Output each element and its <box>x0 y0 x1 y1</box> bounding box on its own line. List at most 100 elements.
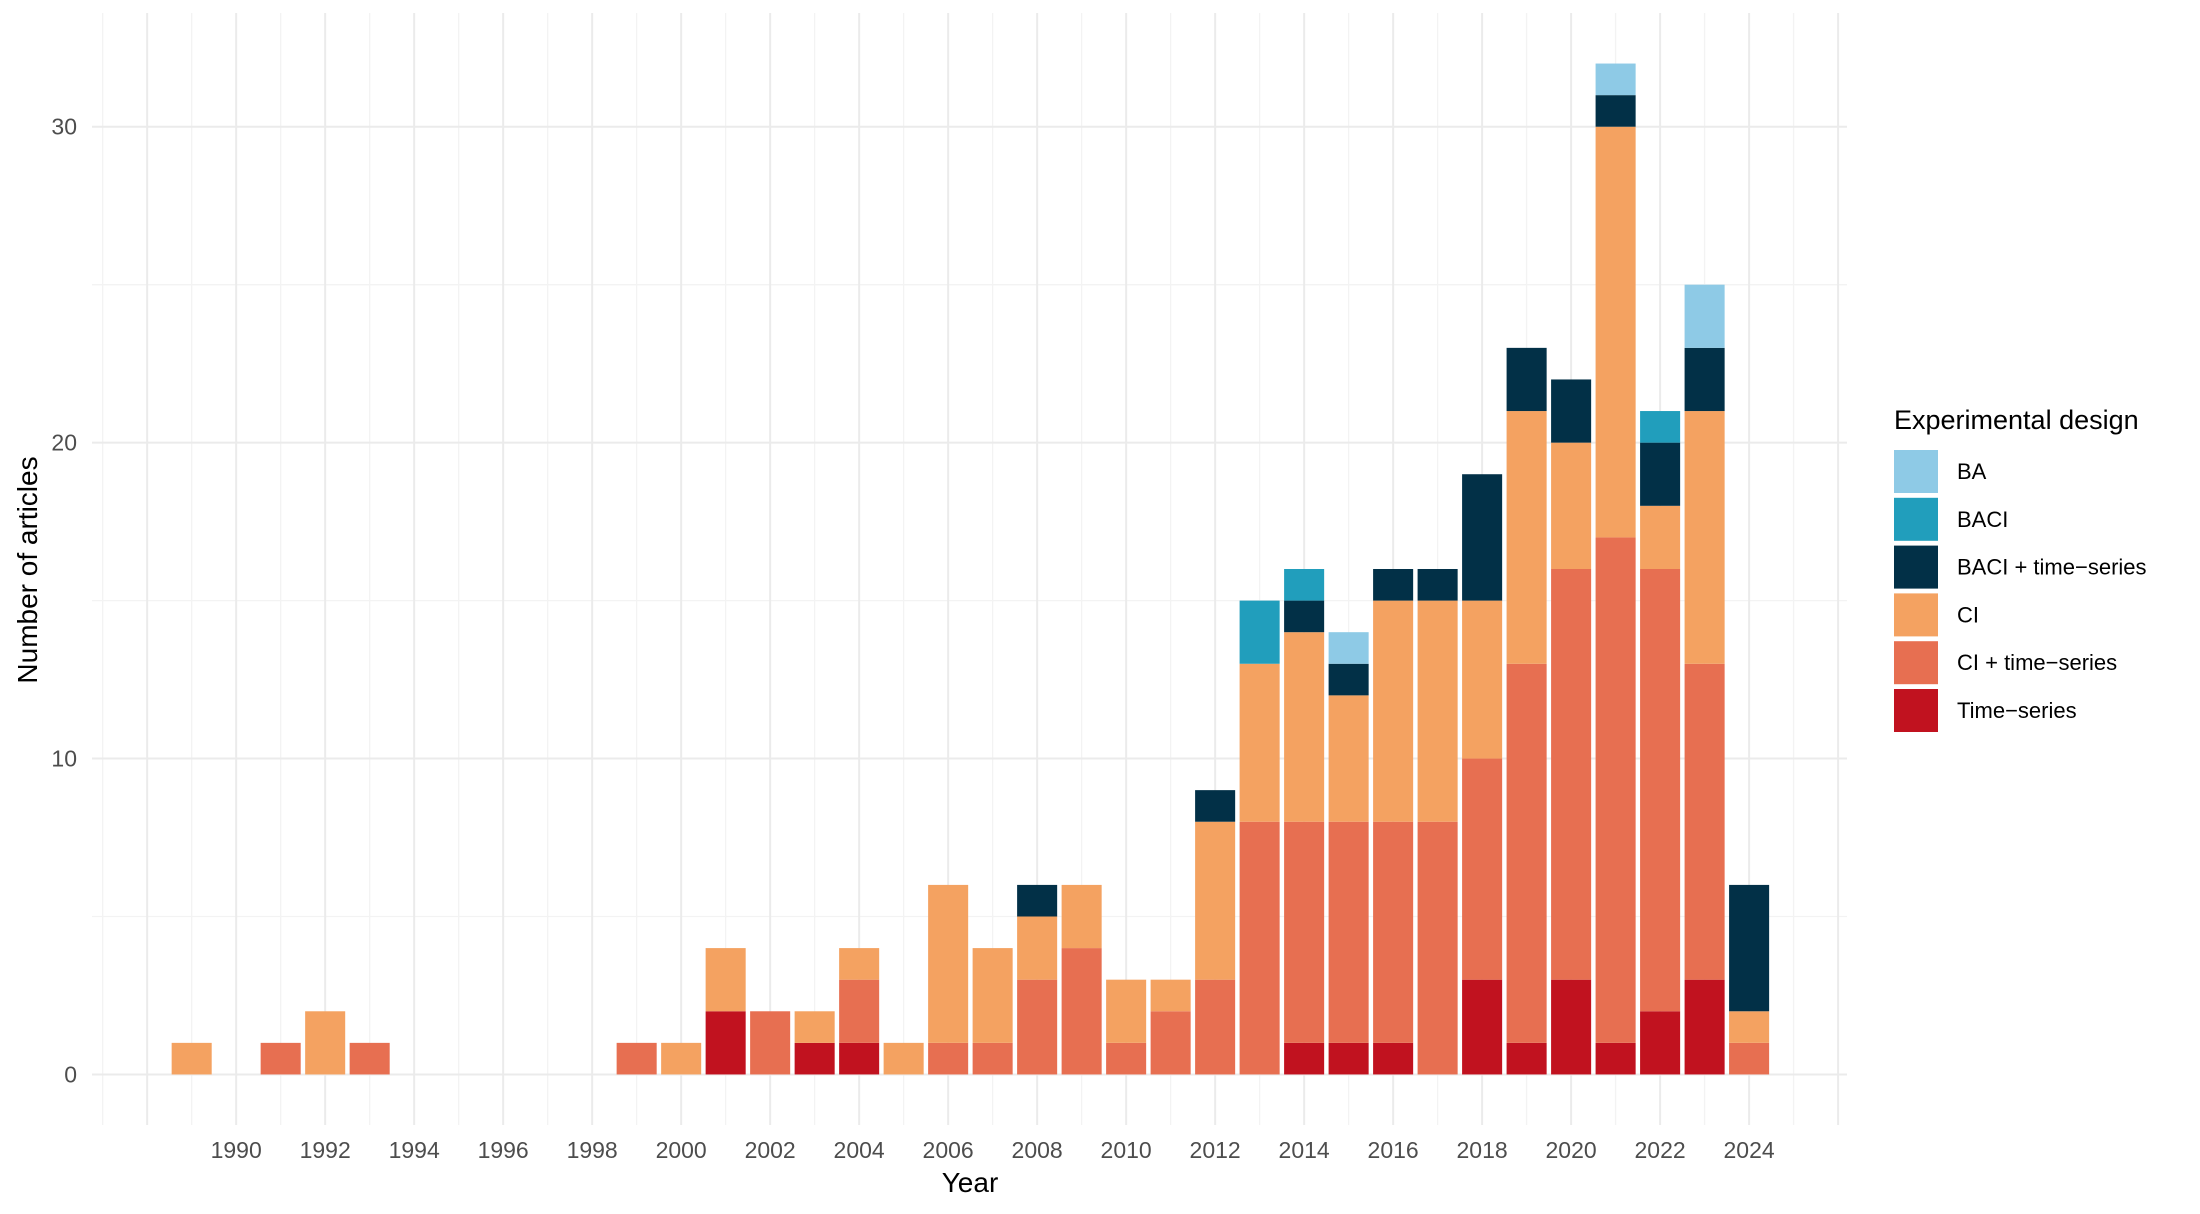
bar-segment-2001-time-series <box>705 1011 746 1075</box>
bar-segment-2019-ci <box>1506 411 1547 664</box>
bar-segment-2017-ci <box>1417 600 1458 822</box>
bar-segment-2015-ba <box>1328 632 1369 664</box>
legend-label: BACI <box>1957 507 2008 532</box>
bar-segment-2015-ci <box>1328 695 1369 822</box>
bar-segment-2022-time-series <box>1640 1011 1681 1075</box>
bar-segment-1991-ci-time-series <box>260 1042 301 1075</box>
bar-segment-2019-baci-time-series <box>1506 347 1547 412</box>
x-tick-label: 2002 <box>745 1137 796 1163</box>
bar-segment-2014-time-series <box>1284 1042 1325 1075</box>
bar-segment-2009-ci <box>1061 884 1102 949</box>
x-axis-tick-labels: 1990 1992 1994 1996 1998 2000 2002 2004 2006 2008… <box>211 1137 1775 1163</box>
bar-segment-2003-ci <box>794 1011 835 1043</box>
bar-segment-2020-ci-time-series <box>1551 569 1592 980</box>
bar-segment-2011-ci <box>1150 979 1191 1012</box>
bar-segment-2020-baci-time-series <box>1551 379 1592 443</box>
x-tick-label: 2010 <box>1101 1137 1152 1163</box>
legend-item: BACI <box>1894 497 2008 541</box>
bar-segment-2003-time-series <box>794 1042 835 1075</box>
bar-segment-2018-baci-time-series <box>1462 474 1503 601</box>
x-tick-label: 2006 <box>923 1137 974 1163</box>
x-tick-label: 2008 <box>1012 1137 1063 1163</box>
bars <box>171 63 1770 1075</box>
bar-segment-2021-ci-time-series <box>1595 537 1636 1043</box>
bar-segment-2015-baci-time-series <box>1328 663 1369 696</box>
legend-items: BA BACI BACI + time−series CI CI + time−seri… <box>1894 450 2147 732</box>
bar-segment-2021-ba <box>1595 63 1636 96</box>
y-tick-label: 20 <box>51 430 77 456</box>
bar-segment-2004-ci-time-series <box>839 979 880 1043</box>
bar-segment-2007-ci-time-series <box>972 1042 1013 1075</box>
bar-segment-1999-ci-time-series <box>616 1042 657 1075</box>
x-tick-label: 2004 <box>834 1137 885 1163</box>
x-tick-label: 2016 <box>1368 1137 1419 1163</box>
legend-title: Experimental design <box>1894 405 2139 435</box>
x-tick-label: 2000 <box>656 1137 707 1163</box>
bar-segment-2013-ci-time-series <box>1239 821 1280 1075</box>
bar-segment-2010-ci-time-series <box>1106 1042 1147 1075</box>
x-tick-label: 1998 <box>567 1137 618 1163</box>
bar-segment-2011-ci-time-series <box>1150 1011 1191 1075</box>
x-tick-label: 1996 <box>478 1137 529 1163</box>
bar-segment-2008-ci <box>1017 916 1058 980</box>
bar-segment-2006-ci-time-series <box>928 1042 969 1075</box>
bar-segment-2015-time-series <box>1328 1042 1369 1075</box>
bar-segment-2012-ci-time-series <box>1195 979 1236 1075</box>
bar-segment-2008-ci-time-series <box>1017 979 1058 1075</box>
bar-segment-2014-ci-time-series <box>1284 821 1325 1043</box>
bar-segment-2001-ci <box>705 948 746 1012</box>
legend-item: CI <box>1894 593 1979 637</box>
bar-segment-2017-baci-time-series <box>1417 569 1458 601</box>
legend-swatch <box>1894 450 1938 493</box>
bar-segment-2021-ci <box>1595 126 1636 538</box>
legend-swatch <box>1894 689 1938 732</box>
bar-segment-2024-baci-time-series <box>1729 884 1770 1012</box>
bar-segment-2007-ci <box>972 948 1013 1043</box>
legend-swatch <box>1894 497 1938 541</box>
bar-segment-2009-ci-time-series <box>1061 948 1102 1075</box>
bar-segment-2013-baci <box>1239 600 1280 664</box>
x-tick-label: 2012 <box>1190 1137 1241 1163</box>
legend-label: CI + time−series <box>1957 650 2117 675</box>
bar-segment-2013-ci <box>1239 663 1280 822</box>
bar-segment-2022-baci <box>1640 411 1681 443</box>
bar-segment-2002-ci-time-series <box>750 1011 791 1075</box>
bar-segment-2014-baci-time-series <box>1284 600 1325 633</box>
x-tick-label: 1992 <box>300 1137 351 1163</box>
legend-swatch <box>1894 545 1938 589</box>
legend-item: BA <box>1894 450 1987 493</box>
legend-label: CI <box>1957 602 1979 627</box>
bar-segment-2012-ci <box>1195 821 1236 980</box>
bar-segment-2022-baci-time-series <box>1640 442 1681 506</box>
x-tick-label: 2014 <box>1279 1137 1330 1163</box>
bar-segment-2024-ci-time-series <box>1729 1042 1770 1075</box>
bar-segment-2023-ba <box>1684 284 1725 348</box>
bar-segment-2014-baci <box>1284 569 1325 601</box>
legend-label: BACI + time−series <box>1957 555 2147 580</box>
bar-segment-2018-ci <box>1462 600 1503 759</box>
bar-segment-2016-ci <box>1373 600 1414 822</box>
bar-segment-2014-ci <box>1284 632 1325 822</box>
y-axis-tick-labels: 0 10 20 30 <box>51 114 77 1088</box>
bar-segment-2022-ci <box>1640 505 1681 569</box>
bar-segment-2023-time-series <box>1684 979 1725 1075</box>
legend-label: Time−series <box>1957 698 2077 723</box>
legend-item: BACI + time−series <box>1894 545 2147 589</box>
x-tick-label: 1990 <box>211 1137 262 1163</box>
bar-segment-2012-baci-time-series <box>1195 790 1236 822</box>
bar-segment-2018-time-series <box>1462 979 1503 1075</box>
bar-segment-2022-ci-time-series <box>1640 569 1681 1012</box>
bar-segment-2021-baci-time-series <box>1595 95 1636 127</box>
bar-segment-2017-ci-time-series <box>1417 821 1458 1075</box>
x-tick-label: 2024 <box>1724 1137 1775 1163</box>
bar-segment-2020-ci <box>1551 442 1592 569</box>
bar-segment-2023-ci <box>1684 411 1725 664</box>
x-tick-label: 2018 <box>1457 1137 1508 1163</box>
bar-segment-2021-time-series <box>1595 1042 1636 1075</box>
x-tick-label: 2020 <box>1546 1137 1597 1163</box>
bar-segment-2015-ci-time-series <box>1328 821 1369 1043</box>
x-axis-title: Year <box>942 1167 999 1198</box>
legend: Experimental design BA BACI BACI + time−se… <box>1894 405 2147 732</box>
x-tick-label: 2022 <box>1635 1137 1686 1163</box>
